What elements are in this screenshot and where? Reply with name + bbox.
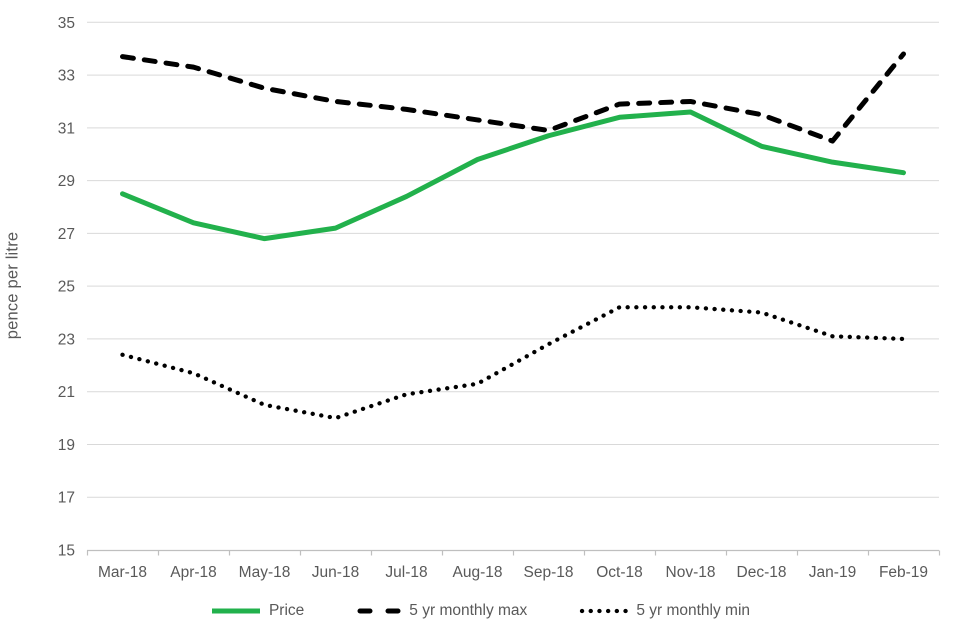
legend-label-min: 5 yr monthly min bbox=[636, 602, 751, 619]
y-tick-label: 21 bbox=[58, 384, 75, 401]
legend-item-min: 5 yr monthly min bbox=[579, 602, 750, 620]
x-tick-label: Dec-18 bbox=[737, 564, 787, 581]
price-line-sample bbox=[211, 608, 260, 614]
legend-item-max: 5 yr monthly max bbox=[356, 602, 527, 620]
y-tick-label: 31 bbox=[58, 120, 75, 137]
x-tick-label: Mar-18 bbox=[98, 564, 147, 581]
y-tick-label: 15 bbox=[58, 543, 75, 560]
y-tick-label: 23 bbox=[58, 331, 75, 348]
y-tick-label: 27 bbox=[58, 226, 75, 243]
y-tick-label: 33 bbox=[58, 68, 75, 85]
x-tick-label: Nov-18 bbox=[666, 564, 716, 581]
y-tick-label: 17 bbox=[58, 490, 75, 507]
y-tick-label: 35 bbox=[58, 15, 75, 32]
x-tick-label: Jan-19 bbox=[809, 564, 856, 581]
min-line bbox=[120, 305, 906, 421]
x-tick-label: Jun-18 bbox=[312, 564, 359, 581]
legend: Price 5 yr monthly max 5 yr monthly min bbox=[0, 596, 960, 626]
max-line bbox=[120, 51, 906, 144]
legend-label-price: Price bbox=[268, 602, 305, 619]
price-line bbox=[120, 109, 906, 242]
min-line-sample bbox=[580, 608, 630, 614]
x-tick-label: Jul-18 bbox=[385, 564, 427, 581]
x-tick-label: May-18 bbox=[239, 564, 291, 581]
x-tick-label: Sep-18 bbox=[524, 564, 574, 581]
plot-area: 15 17 19 21 23 25 27 29 31 33 35 Mar-18 Apr-18 May-18… bbox=[58, 15, 941, 581]
x-tick-label: Apr-18 bbox=[170, 564, 217, 581]
max-line-sample bbox=[357, 608, 403, 614]
legend-item-price: Price bbox=[210, 602, 304, 620]
x-tick-label: Feb-19 bbox=[879, 564, 928, 581]
y-tick-label: 29 bbox=[58, 173, 75, 190]
x-tick-label: Oct-18 bbox=[596, 564, 643, 581]
y-tick-label: 19 bbox=[58, 437, 75, 454]
x-tick-label: Aug-18 bbox=[453, 564, 503, 581]
y-tick-label: 25 bbox=[58, 279, 75, 296]
legend-label-max: 5 yr monthly max bbox=[409, 602, 528, 619]
